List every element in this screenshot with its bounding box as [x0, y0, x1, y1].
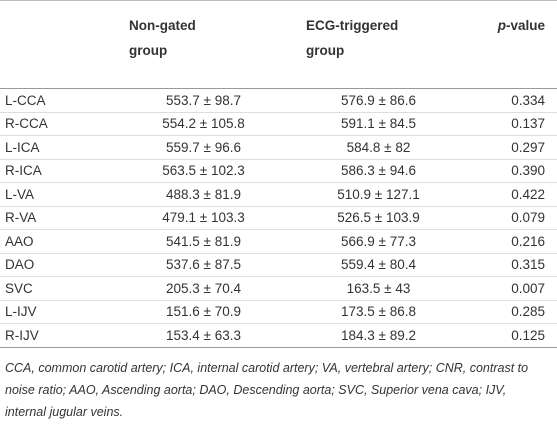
row-label: R-CCA	[0, 112, 117, 136]
table-cell: 0.285	[467, 300, 557, 324]
row-label: R-VA	[0, 206, 117, 230]
table-cell: 541.5 ± 81.9	[117, 229, 290, 254]
row-label: R-IJV	[0, 323, 117, 348]
table-cell: 591.1 ± 84.5	[290, 112, 467, 136]
table-row: SVC 205.3 ± 70.4 163.5 ± 43 0.007	[0, 276, 557, 301]
table-cell: 0.007	[467, 276, 557, 301]
table-cell: 537.6 ± 87.5	[117, 253, 290, 277]
table-cell: 0.334	[467, 88, 557, 113]
data-table: Non-gated group ECG-triggered group p-va…	[0, 0, 557, 348]
table-row: L-ICA 559.7 ± 96.6 584.8 ± 82 0.297	[0, 135, 557, 160]
table-row: AAO 541.5 ± 81.9 566.9 ± 77.3 0.216	[0, 229, 557, 254]
table-row: DAO 537.6 ± 87.5 559.4 ± 80.4 0.315	[0, 253, 557, 277]
header-cell	[0, 0, 117, 89]
table-row: R-IJV 153.4 ± 63.3 184.3 ± 89.2 0.125	[0, 323, 557, 348]
table-cell: 0.315	[467, 253, 557, 277]
header-text: Non-gated group	[129, 18, 196, 58]
table-cell: 554.2 ± 105.8	[117, 112, 290, 136]
row-label: L-CCA	[0, 88, 117, 113]
table-cell: 563.5 ± 102.3	[117, 159, 290, 183]
row-label: L-IJV	[0, 300, 117, 324]
footnote: CCA, common carotid artery; ICA, interna…	[5, 361, 529, 419]
table-row: R-CCA 554.2 ± 105.8 591.1 ± 84.5 0.137	[0, 112, 557, 136]
table-cell: 153.4 ± 63.3	[117, 323, 290, 348]
table-cell: 553.7 ± 98.7	[117, 88, 290, 113]
table-row: L-VA 488.3 ± 81.9 510.9 ± 127.1 0.422	[0, 182, 557, 207]
table-body: L-CCA 553.7 ± 98.7 576.9 ± 86.6 0.334 R-CCA 5…	[0, 88, 557, 348]
table-cell: 173.5 ± 86.8	[290, 300, 467, 324]
table-cell: 205.3 ± 70.4	[117, 276, 290, 301]
table-cell: 586.3 ± 94.6	[290, 159, 467, 183]
row-label: L-ICA	[0, 135, 117, 160]
table-cell: 0.125	[467, 323, 557, 348]
table-cell: 0.137	[467, 112, 557, 136]
table-cell: 488.3 ± 81.9	[117, 182, 290, 207]
row-label: SVC	[0, 276, 117, 301]
header-cell: ECG-triggered group	[290, 0, 467, 89]
row-label: L-VA	[0, 182, 117, 207]
table-cell: 0.297	[467, 135, 557, 160]
table-cell: 566.9 ± 77.3	[290, 229, 467, 254]
table-cell: 479.1 ± 103.3	[117, 206, 290, 230]
table-row: R-VA 479.1 ± 103.3 526.5 ± 103.9 0.079	[0, 206, 557, 230]
row-label: DAO	[0, 253, 117, 277]
row-label: AAO	[0, 229, 117, 254]
table-cell: 510.9 ± 127.1	[290, 182, 467, 207]
table-row: L-CCA 553.7 ± 98.7 576.9 ± 86.6 0.334	[0, 88, 557, 113]
table-cell: 163.5 ± 43	[290, 276, 467, 301]
header-text: p	[497, 18, 506, 33]
table-cell: 151.6 ± 70.9	[117, 300, 290, 324]
header-row: Non-gated group ECG-triggered group p-va…	[0, 0, 557, 89]
table-cell: 576.9 ± 86.6	[290, 88, 467, 113]
table-cell: 0.390	[467, 159, 557, 183]
table-row: L-IJV 151.6 ± 70.9 173.5 ± 86.8 0.285	[0, 300, 557, 324]
table-cell: 0.422	[467, 182, 557, 207]
table-cell: 0.216	[467, 229, 557, 254]
table-cell: 526.5 ± 103.9	[290, 206, 467, 230]
header-cell: Non-gated group	[117, 0, 290, 89]
table-cell: 0.079	[467, 206, 557, 230]
table-row: R-ICA 563.5 ± 102.3 586.3 ± 94.6 0.390	[0, 159, 557, 183]
table-cell: 559.4 ± 80.4	[290, 253, 467, 277]
table-cell: 559.7 ± 96.6	[117, 135, 290, 160]
header-text: -value	[505, 18, 545, 33]
row-label: R-ICA	[0, 159, 117, 183]
header-cell: p-value	[467, 0, 557, 89]
header-text: ECG-triggered group	[306, 18, 399, 58]
table-cell: 184.3 ± 89.2	[290, 323, 467, 348]
table-cell: 584.8 ± 82	[290, 135, 467, 160]
